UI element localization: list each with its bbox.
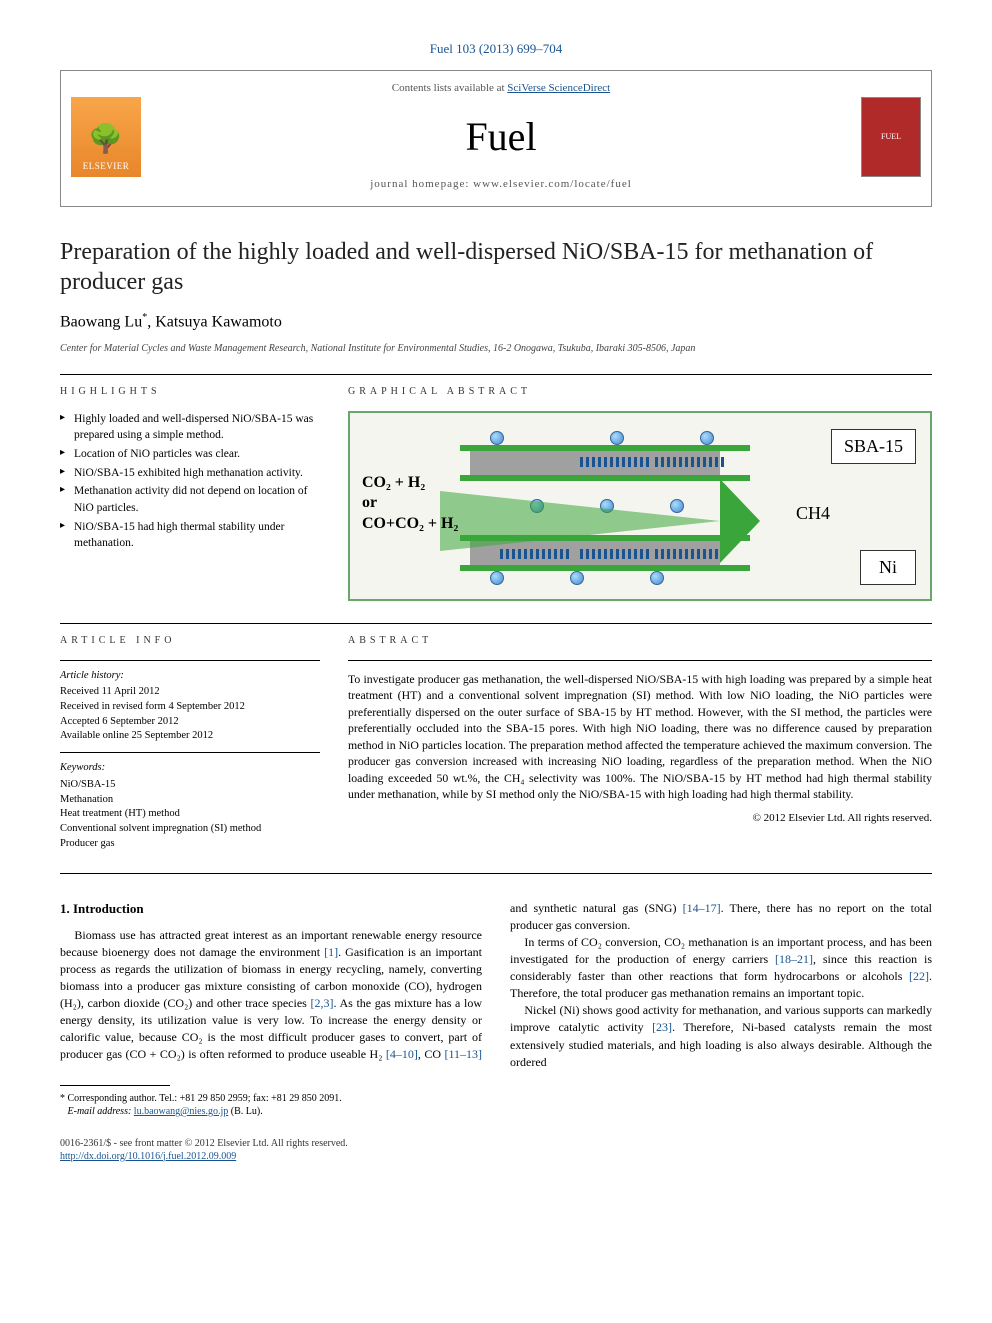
abstract-copyright: © 2012 Elsevier Ltd. All rights reserved… <box>348 811 932 826</box>
highlight-item: NiO/SBA-15 exhibited high methanation ac… <box>60 465 320 482</box>
history-item: Received in revised form 4 September 201… <box>60 700 320 715</box>
body-paragraph: Nickel (Ni) shows good activity for meth… <box>510 1002 932 1070</box>
keyword: Methanation <box>60 793 320 808</box>
ni-ball-icon <box>490 571 504 585</box>
keyword: Conventional solvent impregnation (SI) m… <box>60 822 320 837</box>
keyword: NiO/SBA-15 <box>60 778 320 793</box>
ref-link[interactable]: [1] <box>324 945 338 959</box>
ni-ball-icon <box>610 431 624 445</box>
doi-link[interactable]: http://dx.doi.org/10.1016/j.fuel.2012.09… <box>60 1151 236 1162</box>
divider <box>60 374 932 375</box>
ref-link[interactable]: [18–21] <box>775 952 813 966</box>
keywords-head: Keywords: <box>60 761 320 776</box>
ni-ball-icon <box>570 571 584 585</box>
email-suffix: (B. Lu). <box>228 1106 262 1117</box>
keyword: Heat treatment (HT) method <box>60 807 320 822</box>
journal-name: Fuel <box>141 109 861 165</box>
homepage-url: www.elsevier.com/locate/fuel <box>473 178 632 190</box>
ga-product: CH4 <box>796 501 830 526</box>
corresponding-author: * Corresponding author. Tel.: +81 29 850… <box>60 1092 932 1106</box>
highlight-item: Highly loaded and well-dispersed NiO/SBA… <box>60 411 320 444</box>
journal-center: Contents lists available at SciVerse Sci… <box>141 81 861 192</box>
article-info-label: ARTICLE INFO <box>60 634 320 648</box>
ga-react-1: CO₂ + H₂ <box>362 473 458 494</box>
ga-ni-label: Ni <box>860 550 916 585</box>
ga-reactants: CO₂ + H₂ or CO+CO₂ + H₂ <box>362 473 458 535</box>
info-abstract-row: ARTICLE INFO Article history: Received 1… <box>60 634 932 852</box>
highlights-label: HIGHLIGHTS <box>60 385 320 399</box>
ref-link[interactable]: [14–17] <box>683 901 721 915</box>
body-columns: 1. Introduction Biomass use has attracte… <box>60 900 932 1070</box>
graphical-abstract-label: GRAPHICAL ABSTRACT <box>348 385 932 399</box>
affiliation: Center for Material Cycles and Waste Man… <box>60 342 932 356</box>
ga-sba-label: SBA-15 <box>831 429 916 464</box>
graphical-abstract-figure: SBA-15 Ni CO₂ + H₂ or CO+CO₂ + H₂ CH4 <box>348 411 932 601</box>
abstract-text: To investigate producer gas methanation,… <box>348 671 932 803</box>
elsevier-tree-icon: 🌳 <box>88 126 123 154</box>
journal-header-box: 🌳 ELSEVIER Contents lists available at S… <box>60 70 932 207</box>
divider <box>60 873 932 874</box>
ref-link[interactable]: [22] <box>909 969 929 983</box>
highlight-item: Location of NiO particles was clear. <box>60 446 320 463</box>
footnotes: * Corresponding author. Tel.: +81 29 850… <box>60 1092 932 1119</box>
ref-link[interactable]: [4–10] <box>386 1047 418 1061</box>
bottom-matter: 0016-2361/$ - see front matter © 2012 El… <box>60 1137 932 1163</box>
ga-react-3: CO+CO₂ + H₂ <box>362 514 458 535</box>
running-head: Fuel 103 (2013) 699–704 <box>60 40 932 58</box>
history-head: Article history: <box>60 669 320 684</box>
section-heading: 1. Introduction <box>60 900 482 918</box>
article-title: Preparation of the highly loaded and wel… <box>60 237 932 297</box>
ga-react-2: or <box>362 493 458 514</box>
author-2: , Katsuya Kawamoto <box>147 313 282 330</box>
body-text: and synthetic natural gas (SNG) <box>510 901 683 915</box>
highlights-row: HIGHLIGHTS Highly loaded and well-disper… <box>60 385 932 601</box>
history-item: Accepted 6 September 2012 <box>60 715 320 730</box>
ref-link[interactable]: [11–13] <box>444 1047 482 1061</box>
elsevier-logo: 🌳 ELSEVIER <box>71 97 141 177</box>
abstract-label: ABSTRACT <box>348 634 932 648</box>
highlights-list: Highly loaded and well-dispersed NiO/SBA… <box>60 411 320 552</box>
body-paragraph: In terms of CO₂ conversion, CO₂ methanat… <box>510 934 932 1002</box>
highlight-item: NiO/SBA-15 had high thermal stability un… <box>60 519 320 552</box>
email-link[interactable]: lu.baowang@nies.go.jp <box>134 1106 228 1117</box>
email-label: E-mail address: <box>68 1106 134 1117</box>
history-item: Received 11 April 2012 <box>60 685 320 700</box>
ni-ball-icon <box>490 431 504 445</box>
history-item: Available online 25 September 2012 <box>60 729 320 744</box>
ni-ball-icon <box>700 431 714 445</box>
divider <box>60 623 932 624</box>
scidirect-link[interactable]: SciVerse ScienceDirect <box>507 82 610 94</box>
homepage-prefix: journal homepage: <box>370 178 473 190</box>
email-line: E-mail address: lu.baowang@nies.go.jp (B… <box>60 1105 932 1119</box>
ga-arrow-head-icon <box>720 479 760 563</box>
ga-arrow-icon <box>440 491 720 551</box>
article-info: ARTICLE INFO Article history: Received 1… <box>60 634 320 852</box>
author-1: Baowang Lu <box>60 313 142 330</box>
contents-prefix: Contents lists available at <box>392 82 507 94</box>
ref-link[interactable]: [2,3] <box>310 996 333 1010</box>
journal-cover-thumb: FUEL <box>861 97 921 177</box>
front-matter-line: 0016-2361/$ - see front matter © 2012 El… <box>60 1137 932 1150</box>
highlight-item: Methanation activity did not depend on l… <box>60 483 320 516</box>
ref-link[interactable]: [23] <box>652 1020 672 1034</box>
contents-line: Contents lists available at SciVerse Sci… <box>141 81 861 96</box>
body-text: , CO <box>418 1047 445 1061</box>
homepage-line: journal homepage: www.elsevier.com/locat… <box>141 177 861 192</box>
footnote-divider <box>60 1085 170 1086</box>
elsevier-label: ELSEVIER <box>83 160 130 173</box>
ni-ball-icon <box>650 571 664 585</box>
author-list: Baowang Lu*, Katsuya Kawamoto <box>60 311 932 334</box>
abstract-block: ABSTRACT To investigate producer gas met… <box>348 634 932 852</box>
keyword: Producer gas <box>60 837 320 852</box>
